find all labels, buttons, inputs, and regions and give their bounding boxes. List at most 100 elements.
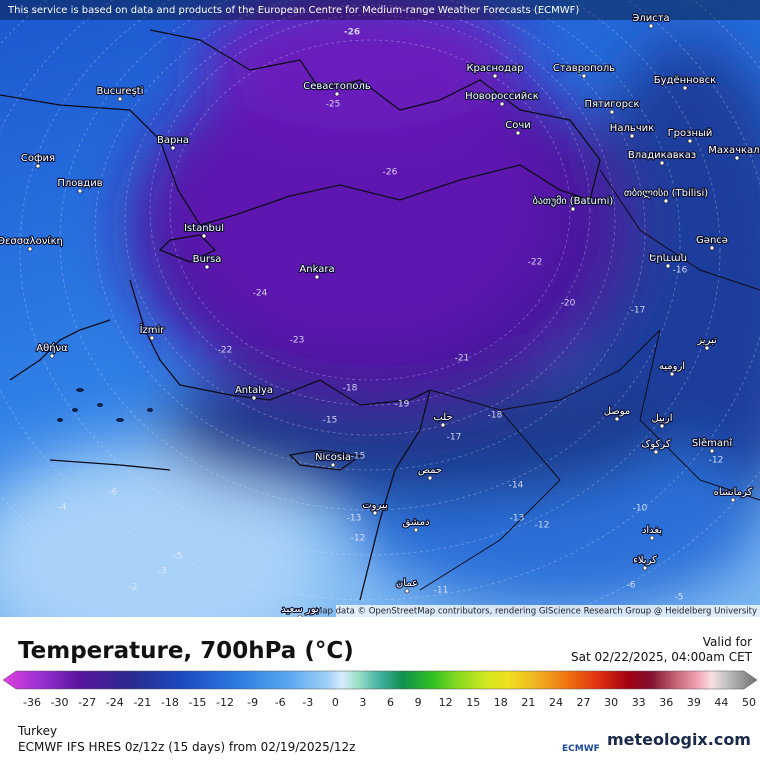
city-dot xyxy=(499,101,505,107)
city-dot xyxy=(629,133,635,139)
city-dot xyxy=(372,510,378,516)
contour-label: -13 xyxy=(510,514,525,524)
city-dot xyxy=(330,462,336,468)
city-dot xyxy=(709,245,715,251)
city-dot xyxy=(314,274,320,280)
contour-label: -20 xyxy=(561,299,576,309)
city-dot xyxy=(642,565,648,571)
contour-label: -17 xyxy=(631,306,646,316)
city-label: کربلاء xyxy=(633,555,657,566)
city-dot xyxy=(669,371,675,377)
city-label: Երևան xyxy=(649,253,687,264)
contour-label: -22 xyxy=(528,258,543,268)
city-dot xyxy=(704,345,710,351)
contour-label: -24 xyxy=(253,289,268,299)
city-label: اربیل xyxy=(652,413,673,424)
legend-tick-label: 33 xyxy=(632,696,646,708)
legend-tick-label: 0 xyxy=(332,696,339,708)
legend-tick-label: 15 xyxy=(466,696,480,708)
legend-tick-label: 21 xyxy=(521,696,535,708)
contour-label: -13 xyxy=(347,514,362,524)
contour-label: -16 xyxy=(673,266,688,276)
contour-label: -23 xyxy=(290,336,305,346)
ecmwf-logo: ECMWF xyxy=(562,744,600,754)
city-label: Istanbul xyxy=(184,223,224,234)
city-label: Ставрополь xyxy=(553,63,615,74)
city-dot xyxy=(170,145,176,151)
city-dot xyxy=(204,264,210,270)
city-dot xyxy=(659,160,665,166)
city-dot xyxy=(609,109,615,115)
city-label: Элиста xyxy=(632,13,669,24)
contour-label: -2 xyxy=(129,583,138,593)
brand-logo: meteologix.com xyxy=(607,730,751,749)
city-label: عمان xyxy=(396,578,418,589)
city-dot xyxy=(665,263,671,269)
city-dot xyxy=(49,353,55,359)
city-label: Сочи xyxy=(505,120,531,131)
legend-tick-label: -9 xyxy=(247,696,258,708)
legend-tick-label: -12 xyxy=(216,696,234,708)
city-dot xyxy=(413,527,419,533)
legend-tick-label: -24 xyxy=(106,696,124,708)
city-dot xyxy=(581,73,587,79)
contour-label: -12 xyxy=(351,534,366,544)
city-label: Краснодар xyxy=(466,63,523,74)
city-label: Новороссийск xyxy=(465,91,539,102)
city-label: Bursa xyxy=(193,254,222,265)
city-label: کرمانشاه xyxy=(714,487,753,498)
legend-tick-label: 36 xyxy=(659,696,673,708)
city-label: Владикавказ xyxy=(628,150,696,161)
city-dot xyxy=(117,96,123,102)
legend-tick-label: -21 xyxy=(133,696,151,708)
city-label: Грозный xyxy=(668,128,713,139)
legend-title: Temperature, 700hPa (°C) xyxy=(18,638,354,664)
city-dot xyxy=(614,416,620,422)
model-info: ECMWF IFS HRES 0z/12z (15 days) from 02/… xyxy=(18,740,356,754)
coastlines xyxy=(0,29,760,601)
credit-bg xyxy=(336,605,760,617)
city-dot xyxy=(648,23,654,29)
city-dot xyxy=(649,535,655,541)
contour-label: -10 xyxy=(633,504,648,514)
city-dot xyxy=(297,614,303,617)
city-label: Gəncə xyxy=(696,235,728,246)
city-dot xyxy=(251,395,257,401)
city-label: حلب xyxy=(433,412,452,423)
legend-tick-label: 44 xyxy=(714,696,728,708)
contour-label: -21 xyxy=(455,354,470,364)
city-dot xyxy=(682,85,688,91)
legend-tick-label: 3 xyxy=(359,696,366,708)
contour-label: -18 xyxy=(343,384,358,394)
city-label: Θεσσαλονίκη xyxy=(0,235,63,247)
contour-label: -17 xyxy=(447,433,462,443)
city-dot xyxy=(730,497,736,503)
contour-label: -14 xyxy=(509,481,524,491)
valid-time: Sat 02/22/2025, 04:00am CET xyxy=(570,650,752,664)
city-dot xyxy=(653,449,659,455)
legend-tick-label: 18 xyxy=(494,696,508,708)
city-label: Махачкала xyxy=(708,145,760,156)
city-dot xyxy=(77,188,83,194)
city-label: تبریز xyxy=(696,335,717,346)
city-dot xyxy=(515,130,521,136)
contour-label: -15 xyxy=(323,416,338,426)
legend-tick-label: -6 xyxy=(275,696,286,708)
city-label: Nicosia xyxy=(315,452,351,463)
contour-label: -4 xyxy=(58,503,67,513)
legend-tick-label: 27 xyxy=(577,696,591,708)
city-label: کرکوک xyxy=(641,439,670,450)
legend-tick-label: -15 xyxy=(188,696,206,708)
city-dot xyxy=(440,422,446,428)
contour-label: -22 xyxy=(218,346,233,356)
city-dot xyxy=(492,73,498,79)
city-dot xyxy=(570,206,576,212)
islands xyxy=(57,388,153,422)
city-label: Пятигорск xyxy=(584,99,639,110)
contour-label: -26 xyxy=(344,28,360,38)
valid-label: Valid for xyxy=(702,635,752,649)
city-label: دمشق xyxy=(402,517,429,528)
contour-label: -5 xyxy=(174,552,183,562)
city-label: بيروت xyxy=(362,500,388,511)
legend-tick-label: 39 xyxy=(687,696,701,708)
